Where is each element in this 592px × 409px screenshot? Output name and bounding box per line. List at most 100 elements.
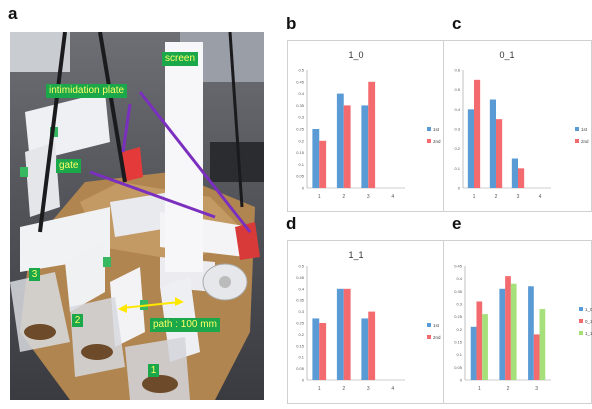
chart-b-svg: 1_0 0 0.05 0.1 0.15 0.2 0.25 0.3 0.35 0.4 0.45 0.5 1… [287,40,449,212]
path-label: path : 100 mm [150,318,220,332]
cup-number-2: 2 [72,314,83,327]
y-tick-label: 0.2 [454,146,460,151]
bar-d-2-3 [368,311,376,380]
y-tick-label: 0.35 [454,289,463,294]
panel-letter-a: a [8,4,18,23]
legend-label: 1st [581,127,588,132]
bar-e-3-2 [510,283,517,380]
cup-number-1: 1 [148,364,159,377]
panel-letter-b: b [286,14,297,33]
y-tick-label: 0.2 [298,138,304,143]
y-tick-label: 0.45 [296,79,305,84]
legend-label: 2nd [433,139,441,144]
bar-b-2-2 [343,105,351,188]
x-tick-label: 2 [342,386,345,392]
chart-title: 1_1 [348,250,363,260]
x-tick-label: 2 [495,194,498,200]
chart-e: 0 0.05 0.1 0.15 0.2 0.25 0.3 0.35 0.4 0.45 1 2 3 1_0 0… [443,240,592,404]
panel-letter-e: e [452,214,462,233]
bar-b-2-1 [319,140,327,188]
bar-d-2-1 [319,323,327,380]
legend-label: 1st [433,127,440,132]
legend-swatch [427,139,431,143]
legend-label: 0_1 [585,319,592,324]
bar-d-1-1 [312,318,320,380]
y-tick-label: 0.3 [456,302,462,307]
y-tick-label: 0.2 [456,327,462,332]
arena-photo: screen intimidation plate gate path : 10… [10,32,264,400]
y-tick-label: 0.25 [454,314,463,319]
legend-label: 2nd [581,139,589,144]
x-tick-label: 1 [318,194,321,200]
legend-swatch [579,319,583,323]
y-tick-label: 0.1 [298,355,304,360]
x-tick-label: 4 [391,194,394,200]
y-tick-label: 0.3 [298,309,304,314]
y-tick-label: 0 [460,378,463,383]
legend-swatch [427,323,431,327]
bar-e-1-1 [470,326,477,380]
y-tick-label: 0 [458,186,461,191]
chart-d: 1_1 0 0.05 0.1 0.15 0.2 0.25 0.3 0.35 0.4 0.45 0.5 1… [287,240,449,404]
panel-letter-c: c [452,14,462,33]
legend-label: 1_0 [585,307,592,312]
legend-label: 1_1 [585,331,592,336]
bar-c-2-1 [474,79,481,188]
panel-letter-d: d [286,214,297,233]
bar-c-2-3 [518,168,525,188]
bar-c-1-2 [489,99,496,188]
bar-c-1-3 [511,158,518,188]
legend-swatch [427,127,431,131]
y-tick-label: 0.5 [298,68,304,73]
arena-photo-drawing [10,32,264,400]
chart-d-svg: 1_1 0 0.05 0.1 0.15 0.2 0.25 0.3 0.35 0.4 0.45 0.5 1… [287,240,449,404]
bar-e-2-1 [476,301,483,380]
y-tick-label: 0.15 [296,343,305,348]
cup-number-3: 3 [29,268,40,281]
legend-label: 1st [433,323,440,328]
y-tick-label: 0 [302,378,305,383]
legend-label: 2nd [433,335,441,340]
y-tick-label: 0.3 [298,115,304,120]
bar-e-2-2 [505,276,511,380]
y-tick-label: 0.25 [296,127,305,132]
legend-swatch [579,307,583,311]
x-tick-label: 2 [507,386,510,392]
y-tick-label: 0.45 [454,264,463,269]
y-tick-label: 0 [302,186,305,191]
intimidation-plate-label: intimidation plate [46,84,128,98]
gate-label: gate [56,159,82,173]
x-tick-label: 2 [342,194,345,200]
y-tick-label: 0.6 [454,68,460,73]
x-tick-label: 1 [473,194,476,200]
chart-b: 1_0 0 0.05 0.1 0.15 0.2 0.25 0.3 0.35 0.4 0.45 0.5 1… [287,40,449,212]
bar-d-2-2 [343,288,351,380]
legend-swatch [427,335,431,339]
y-tick-label: 0.2 [298,332,304,337]
bar-e-3-3 [539,309,546,380]
bar-b-1-2 [336,93,344,188]
chart-title: 1_0 [348,50,363,60]
bar-e-1-2 [499,288,506,380]
y-tick-label: 0.1 [298,162,304,167]
bar-d-1-3 [361,318,369,380]
legend-swatch [575,139,579,143]
y-tick-label: 0.4 [298,91,304,96]
y-tick-label: 0.1 [454,166,460,171]
x-tick-label: 1 [478,386,481,392]
y-tick-label: 0.4 [454,107,460,112]
bar-d-1-2 [336,288,344,380]
x-tick-label: 1 [318,386,321,392]
chart-c-svg: 0_1 0 0.1 0.2 0.3 0.4 0.5 0.6 1 2 3 4 1st 2nd [443,40,592,212]
x-tick-label: 3 [535,386,538,392]
x-tick-label: 4 [539,194,542,200]
y-tick-label: 0.1 [456,352,462,357]
bar-e-2-3 [533,334,540,380]
bar-e-3-1 [482,314,488,380]
bar-b-1-1 [312,129,320,188]
y-tick-label: 0.3 [454,127,460,132]
y-tick-label: 0.05 [296,366,305,371]
y-tick-label: 0.35 [296,298,305,303]
x-tick-label: 3 [517,194,520,200]
bar-c-2-2 [496,119,503,188]
